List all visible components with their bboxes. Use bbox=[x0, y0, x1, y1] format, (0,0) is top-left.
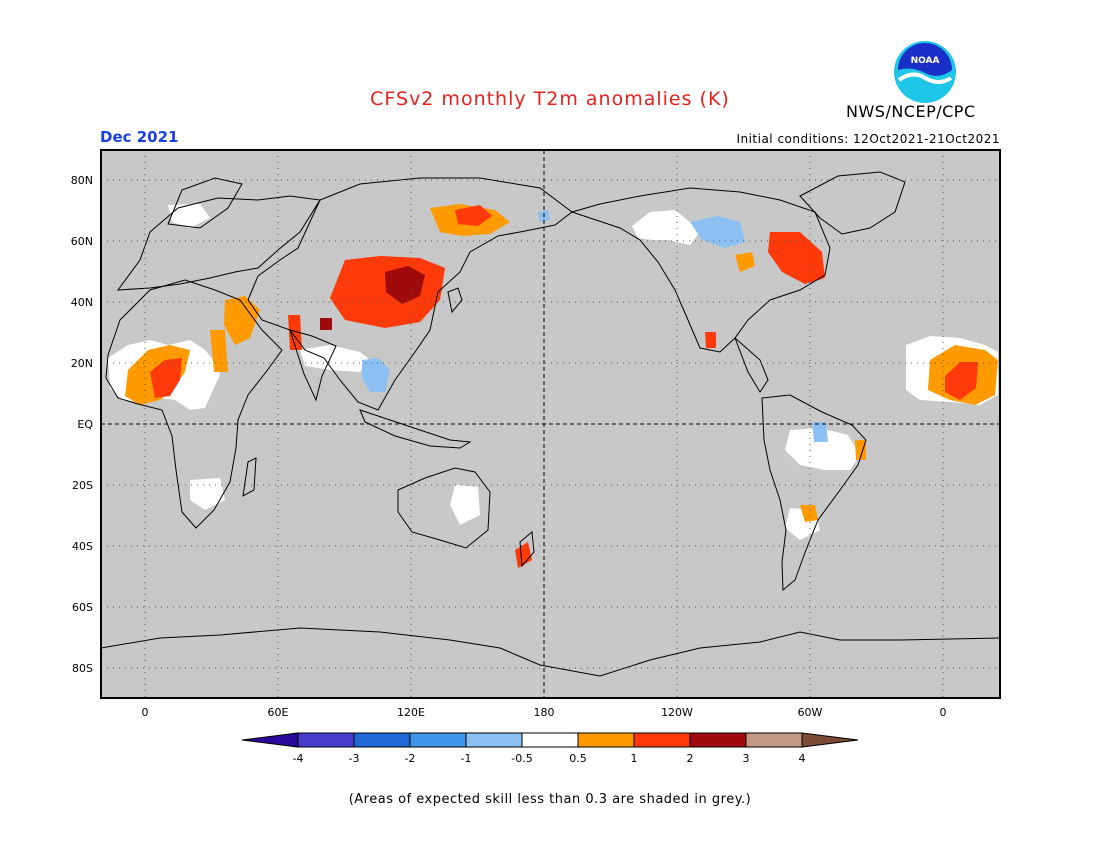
longitude-labels: 0 60E 120E 180 120W 60W 0 bbox=[142, 706, 947, 719]
lat-label: 60S bbox=[72, 601, 93, 614]
coastlines bbox=[101, 171, 1000, 677]
legend-swatch bbox=[689, 732, 747, 748]
lat-label: 80N bbox=[71, 174, 93, 187]
legend-swatch bbox=[297, 732, 355, 748]
legend-swatch bbox=[633, 732, 691, 748]
map-frame bbox=[100, 149, 1001, 699]
lon-label: 60W bbox=[798, 706, 823, 719]
logo-text: NOAA bbox=[911, 56, 940, 66]
gridlines bbox=[101, 150, 1000, 698]
lat-label: 20N bbox=[71, 357, 93, 370]
legend-swatch bbox=[745, 732, 803, 748]
lon-label: 120W bbox=[661, 706, 693, 719]
lat-label: 20S bbox=[72, 479, 93, 492]
legend-tick-label: -3 bbox=[349, 752, 360, 765]
legend-arrow-high bbox=[801, 732, 859, 748]
legend-tick-label: 1 bbox=[631, 752, 638, 765]
legend-tick-label: 2 bbox=[687, 752, 694, 765]
logo-sky bbox=[898, 43, 952, 76]
map-layers bbox=[101, 150, 1000, 698]
legend-tick-label: 0.5 bbox=[569, 752, 587, 765]
anomaly-map: 80N 60N 40N 20N EQ 20S 40S 60S 80S 0 60E… bbox=[71, 149, 1001, 719]
legend-tick-label: 4 bbox=[799, 752, 806, 765]
forecast-month: Dec 2021 bbox=[100, 128, 179, 146]
legend-swatch bbox=[521, 732, 579, 748]
legend-tick-label: -4 bbox=[293, 752, 304, 765]
noaa-logo: NOAA bbox=[894, 41, 956, 103]
footnote: (Areas of expected skill less than 0.3 a… bbox=[348, 792, 752, 807]
lon-label: 0 bbox=[142, 706, 149, 719]
latitude-labels: 80N 60N 40N 20N EQ 20S 40S 60S 80S bbox=[71, 174, 94, 675]
lon-label: 180 bbox=[534, 706, 555, 719]
lat-label: EQ bbox=[77, 418, 93, 431]
lon-label: 120E bbox=[397, 706, 425, 719]
logo-gull bbox=[897, 72, 953, 84]
legend-tick-label: -0.5 bbox=[511, 752, 532, 765]
legend-tick-label: 3 bbox=[743, 752, 750, 765]
legend-swatch bbox=[353, 732, 411, 748]
color-legend: -4 -3 -2 -1 -0.5 0.5 1 2 3 4 bbox=[241, 732, 859, 765]
legend-tick-label: -1 bbox=[461, 752, 472, 765]
lat-label: 40S bbox=[72, 540, 93, 553]
lat-label: 60N bbox=[71, 235, 93, 248]
map-title: CFSv2 monthly T2m anomalies (K) bbox=[370, 88, 730, 110]
legend-swatch bbox=[409, 732, 467, 748]
legend-arrow-low bbox=[241, 732, 299, 748]
lon-label: 60E bbox=[268, 706, 289, 719]
lon-label: 0 bbox=[940, 706, 947, 719]
legend-tick-label: -2 bbox=[405, 752, 416, 765]
organization-label: NWS/NCEP/CPC bbox=[846, 102, 976, 121]
anomaly-2-to-3 bbox=[320, 266, 425, 330]
lat-label: 40N bbox=[71, 296, 93, 309]
legend-swatch bbox=[465, 732, 523, 748]
initial-conditions: Initial conditions: 12Oct2021-21Oct2021 bbox=[736, 132, 1000, 146]
lat-label: 80S bbox=[72, 662, 93, 675]
legend-swatch bbox=[577, 732, 635, 748]
